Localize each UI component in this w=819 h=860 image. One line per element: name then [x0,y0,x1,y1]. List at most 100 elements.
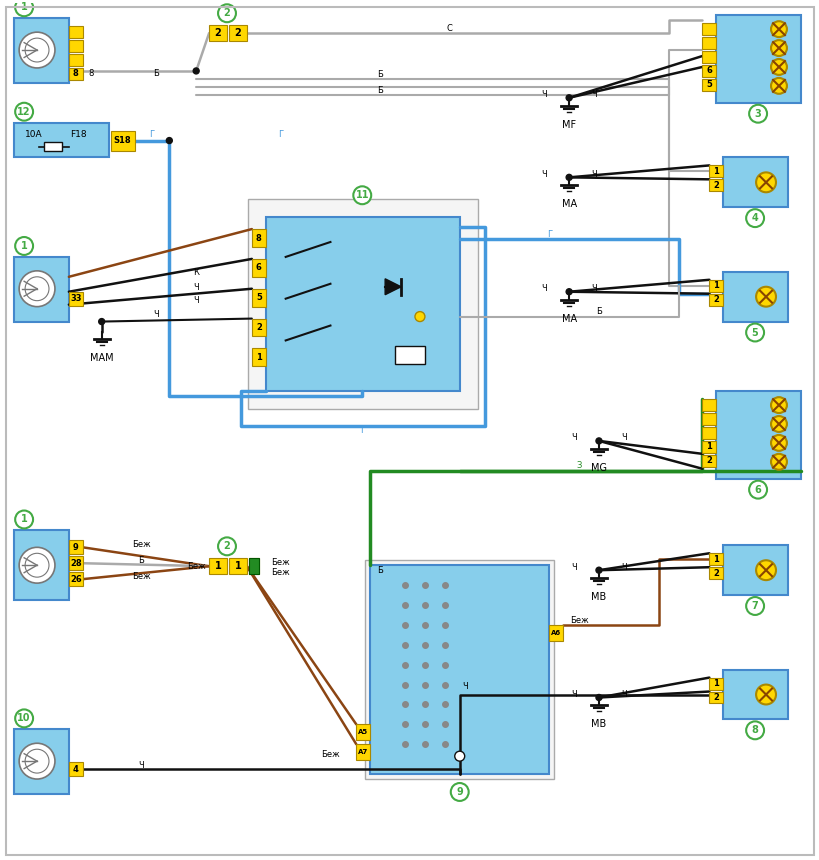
Text: MG: MG [590,463,606,473]
Text: F18: F18 [70,130,87,139]
FancyBboxPatch shape [229,25,247,41]
Circle shape [770,416,786,432]
Text: Ч: Ч [193,296,199,305]
Text: 8: 8 [256,234,261,243]
Text: MB: MB [590,592,606,602]
Circle shape [19,271,55,307]
FancyBboxPatch shape [69,54,83,66]
FancyBboxPatch shape [722,157,787,207]
Circle shape [755,560,775,580]
Text: A5: A5 [358,729,368,735]
Circle shape [565,175,572,181]
Text: Г: Г [546,230,551,238]
FancyBboxPatch shape [702,413,716,425]
Circle shape [770,397,786,413]
Text: Ч: Ч [620,433,626,442]
Circle shape [565,95,572,101]
FancyBboxPatch shape [14,123,109,157]
Text: 33: 33 [70,294,81,304]
Text: 28: 28 [70,559,82,568]
Circle shape [15,237,33,255]
Text: Ч: Ч [541,170,546,179]
Text: 1: 1 [20,241,28,251]
Text: Ч: Ч [590,90,596,99]
Text: 8: 8 [751,725,758,735]
Text: Ч: Ч [461,682,467,691]
Text: 1: 1 [713,555,718,564]
Text: 9: 9 [456,787,463,797]
Circle shape [770,22,786,37]
Text: MAM: MAM [90,353,113,364]
Text: 2: 2 [224,541,230,551]
FancyBboxPatch shape [69,292,83,305]
Text: 10A: 10A [25,130,43,139]
Text: MF: MF [561,120,576,130]
FancyBboxPatch shape [702,399,716,411]
Text: Ч: Ч [193,283,199,292]
Text: Ч: Ч [571,433,577,442]
FancyBboxPatch shape [265,217,459,391]
Text: 1: 1 [713,167,718,176]
Circle shape [15,511,33,528]
Text: Г: Г [278,130,283,139]
FancyBboxPatch shape [229,558,247,574]
FancyBboxPatch shape [251,259,265,277]
Text: Ч: Ч [590,285,596,293]
FancyBboxPatch shape [395,347,424,365]
FancyBboxPatch shape [251,348,265,366]
FancyBboxPatch shape [722,545,787,595]
Text: 10: 10 [17,714,31,723]
FancyBboxPatch shape [14,18,69,83]
Text: Ч: Ч [620,562,626,572]
Circle shape [749,105,766,123]
Circle shape [745,722,763,740]
Text: Ч: Ч [571,690,577,699]
Text: Б: Б [377,566,382,574]
Circle shape [745,597,763,615]
Circle shape [15,102,33,120]
Text: Беж: Беж [187,562,206,571]
FancyBboxPatch shape [702,455,716,467]
FancyBboxPatch shape [251,229,265,247]
Text: 1: 1 [713,281,718,291]
Text: 5: 5 [256,293,261,302]
Text: 9: 9 [73,543,79,552]
Text: С: С [446,24,452,33]
Circle shape [25,749,49,773]
Text: 7: 7 [751,601,758,611]
Text: 1: 1 [20,3,28,12]
Text: 2: 2 [256,323,261,332]
Text: 11: 11 [355,190,369,200]
FancyBboxPatch shape [708,553,722,565]
Text: Беж: Беж [569,617,588,625]
FancyBboxPatch shape [716,391,800,479]
Circle shape [770,59,786,75]
Circle shape [745,323,763,341]
FancyBboxPatch shape [356,744,369,760]
FancyBboxPatch shape [708,280,722,292]
Circle shape [25,38,49,62]
Circle shape [770,435,786,451]
FancyBboxPatch shape [69,40,83,52]
Text: MB: MB [590,719,606,729]
Circle shape [19,32,55,68]
Text: Беж: Беж [321,750,339,759]
Text: 4: 4 [751,213,758,223]
FancyBboxPatch shape [708,180,722,191]
Text: 8: 8 [88,70,93,78]
Circle shape [770,454,786,470]
Text: 6: 6 [256,263,261,273]
Circle shape [595,568,601,573]
Text: Ч: Ч [541,285,546,293]
FancyBboxPatch shape [251,318,265,336]
Circle shape [414,311,424,322]
Text: 5: 5 [705,80,712,89]
FancyBboxPatch shape [69,68,83,80]
FancyBboxPatch shape [14,531,69,600]
Text: 2: 2 [705,457,712,465]
Circle shape [755,685,775,704]
Text: 2: 2 [713,181,718,190]
Circle shape [15,710,33,728]
Text: 1: 1 [713,679,718,688]
FancyBboxPatch shape [44,142,62,151]
